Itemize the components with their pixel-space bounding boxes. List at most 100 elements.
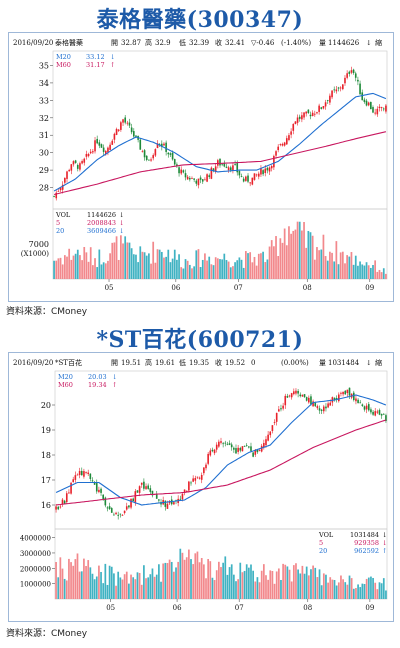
- volume-bar: [242, 267, 245, 279]
- volume-bar: [316, 247, 318, 279]
- candle-body: [271, 425, 274, 431]
- y-tick-label: 19: [41, 426, 51, 435]
- y-tick-label: 18: [41, 451, 51, 460]
- volume-bar: [320, 249, 323, 279]
- header-low-label: 低: [179, 38, 186, 47]
- candle-body: [166, 503, 169, 509]
- header-open-value: 19.51: [121, 359, 141, 367]
- volume-legend-value: 929358: [354, 539, 379, 547]
- candle-body: [164, 500, 167, 507]
- volume-bar: [173, 249, 176, 279]
- volume-bar: [340, 575, 342, 599]
- candle-body: [70, 164, 73, 171]
- candle-body: [372, 411, 374, 415]
- y-tick-label: 31: [39, 131, 49, 140]
- y-tick-label: 29: [39, 166, 49, 175]
- volume-bar: [380, 272, 383, 279]
- volume-bar: [359, 587, 362, 599]
- volume-bar: [254, 581, 257, 599]
- candle-body: [200, 475, 203, 480]
- volume-bar: [363, 584, 366, 599]
- x-tick-label: 05: [106, 604, 115, 612]
- candle-body: [158, 499, 160, 501]
- candle-body: [141, 151, 144, 153]
- x-tick-label: 08: [303, 604, 312, 612]
- volume-bar: [348, 256, 351, 279]
- y-tick-label: 16: [41, 501, 51, 510]
- volume-bar: [94, 258, 96, 279]
- candle-body: [229, 167, 232, 171]
- volume-bar: [72, 255, 75, 279]
- volume-bar: [152, 241, 155, 279]
- candle-body: [121, 514, 124, 516]
- candle-body: [337, 87, 340, 89]
- volume-legend-label: 5: [56, 219, 60, 227]
- candle-body: [173, 159, 176, 165]
- ma-legend-value: 20.03: [88, 373, 107, 381]
- volume-bar: [344, 263, 346, 279]
- candle-body: [322, 105, 325, 109]
- candle-body: [113, 133, 116, 140]
- candle-body: [370, 409, 372, 413]
- volume-bar: [282, 563, 284, 599]
- candle-body: [307, 109, 310, 114]
- candle-body: [240, 176, 243, 177]
- header-stock-name: *ST百花: [55, 358, 82, 367]
- candle-body: [117, 129, 120, 131]
- volume-bar: [329, 577, 332, 599]
- candle-body: [275, 151, 277, 156]
- volume-bar: [113, 573, 115, 599]
- candle-body: [367, 102, 370, 106]
- candle-body: [264, 168, 267, 173]
- volume-bar: [296, 221, 299, 279]
- candle-body: [263, 443, 265, 448]
- candle-body: [110, 508, 113, 513]
- candle-body: [167, 152, 170, 155]
- volume-bar: [219, 259, 221, 279]
- candle-body: [165, 142, 167, 152]
- volume-bar: [376, 271, 379, 279]
- candle-body: [139, 139, 142, 150]
- candle-body: [249, 182, 251, 184]
- ma-legend-value: 19.34: [88, 381, 107, 389]
- volume-bar: [186, 260, 189, 279]
- candle-body: [64, 177, 66, 183]
- volume-bar: [241, 572, 244, 599]
- candle-body: [74, 475, 77, 480]
- candle-body: [126, 122, 129, 124]
- volume-bar: [284, 564, 287, 599]
- candle-body: [149, 488, 152, 492]
- volume-bar: [251, 262, 254, 279]
- candle-body: [96, 138, 98, 144]
- candle-body: [316, 406, 319, 409]
- volume-bar: [344, 582, 347, 599]
- volume-bar: [102, 262, 105, 279]
- volume-bar: [357, 265, 359, 279]
- candle-body: [61, 499, 64, 505]
- volume-bar: [92, 265, 94, 279]
- candle-body: [68, 492, 70, 494]
- volume-bar: [68, 558, 70, 599]
- volume-y-unit: (X1000): [21, 250, 50, 258]
- candle-body: [344, 390, 347, 395]
- volume-bar: [204, 253, 206, 279]
- candle-body: [247, 175, 249, 182]
- volume-bar: [380, 583, 383, 599]
- volume-bar: [290, 233, 292, 279]
- ma-legend-value: 33.12: [86, 53, 105, 61]
- volume-bar: [268, 246, 271, 279]
- candle-body: [125, 506, 128, 510]
- candle-body: [344, 77, 346, 84]
- volume-legend-value: 3609466: [87, 227, 116, 235]
- header-volume-value: 1144626: [328, 39, 360, 47]
- header-volume-value: 1031484: [328, 359, 360, 367]
- volume-bar: [153, 576, 156, 599]
- volume-bar: [240, 259, 243, 279]
- volume-bar: [63, 255, 66, 279]
- candle-body: [228, 443, 231, 445]
- candle-body: [314, 402, 317, 407]
- candle-body: [138, 486, 141, 493]
- volume-bar: [262, 564, 265, 599]
- volume-bar: [331, 252, 333, 279]
- volume-bar: [235, 581, 237, 599]
